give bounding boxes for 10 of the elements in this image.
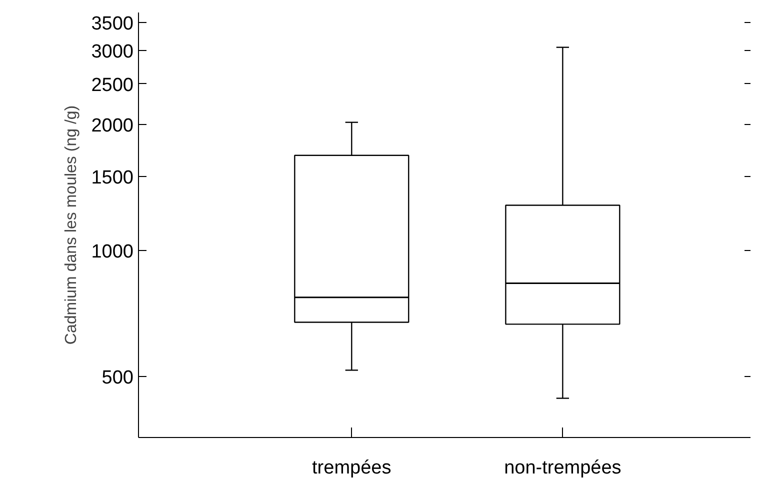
y-tick-label: 1500 — [91, 168, 134, 189]
y-tick-label: 3000 — [91, 42, 134, 63]
y-tick-label: 500 — [102, 367, 134, 388]
y-tick-label: 2500 — [91, 74, 134, 96]
x-tick-label: non-trempées — [504, 458, 622, 478]
y-tick-label: 3500 — [91, 14, 134, 35]
y-tick-label: 1000 — [91, 241, 134, 262]
y-tick-label: 2000 — [91, 115, 134, 136]
x-tick-label: trempées — [312, 458, 392, 478]
y-axis-title: Cadmium dans les moules (ng /g) — [63, 105, 80, 345]
